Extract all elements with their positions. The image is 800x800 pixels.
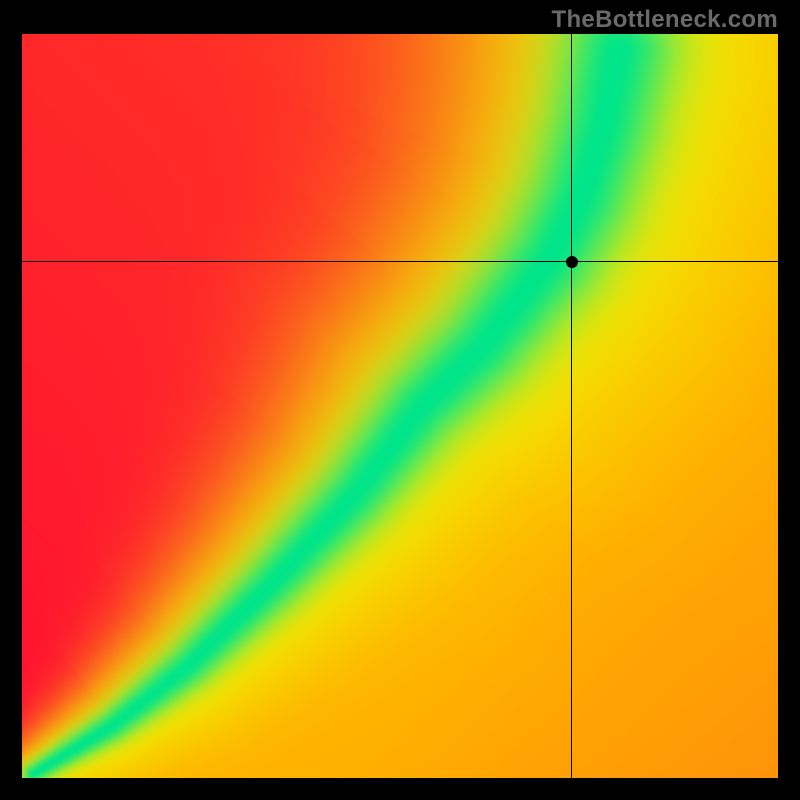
watermark-text: TheBottleneck.com — [552, 6, 778, 34]
bottleneck-heatmap — [22, 34, 778, 778]
selection-marker — [566, 256, 578, 268]
chart-container: TheBottleneck.com — [0, 0, 800, 800]
